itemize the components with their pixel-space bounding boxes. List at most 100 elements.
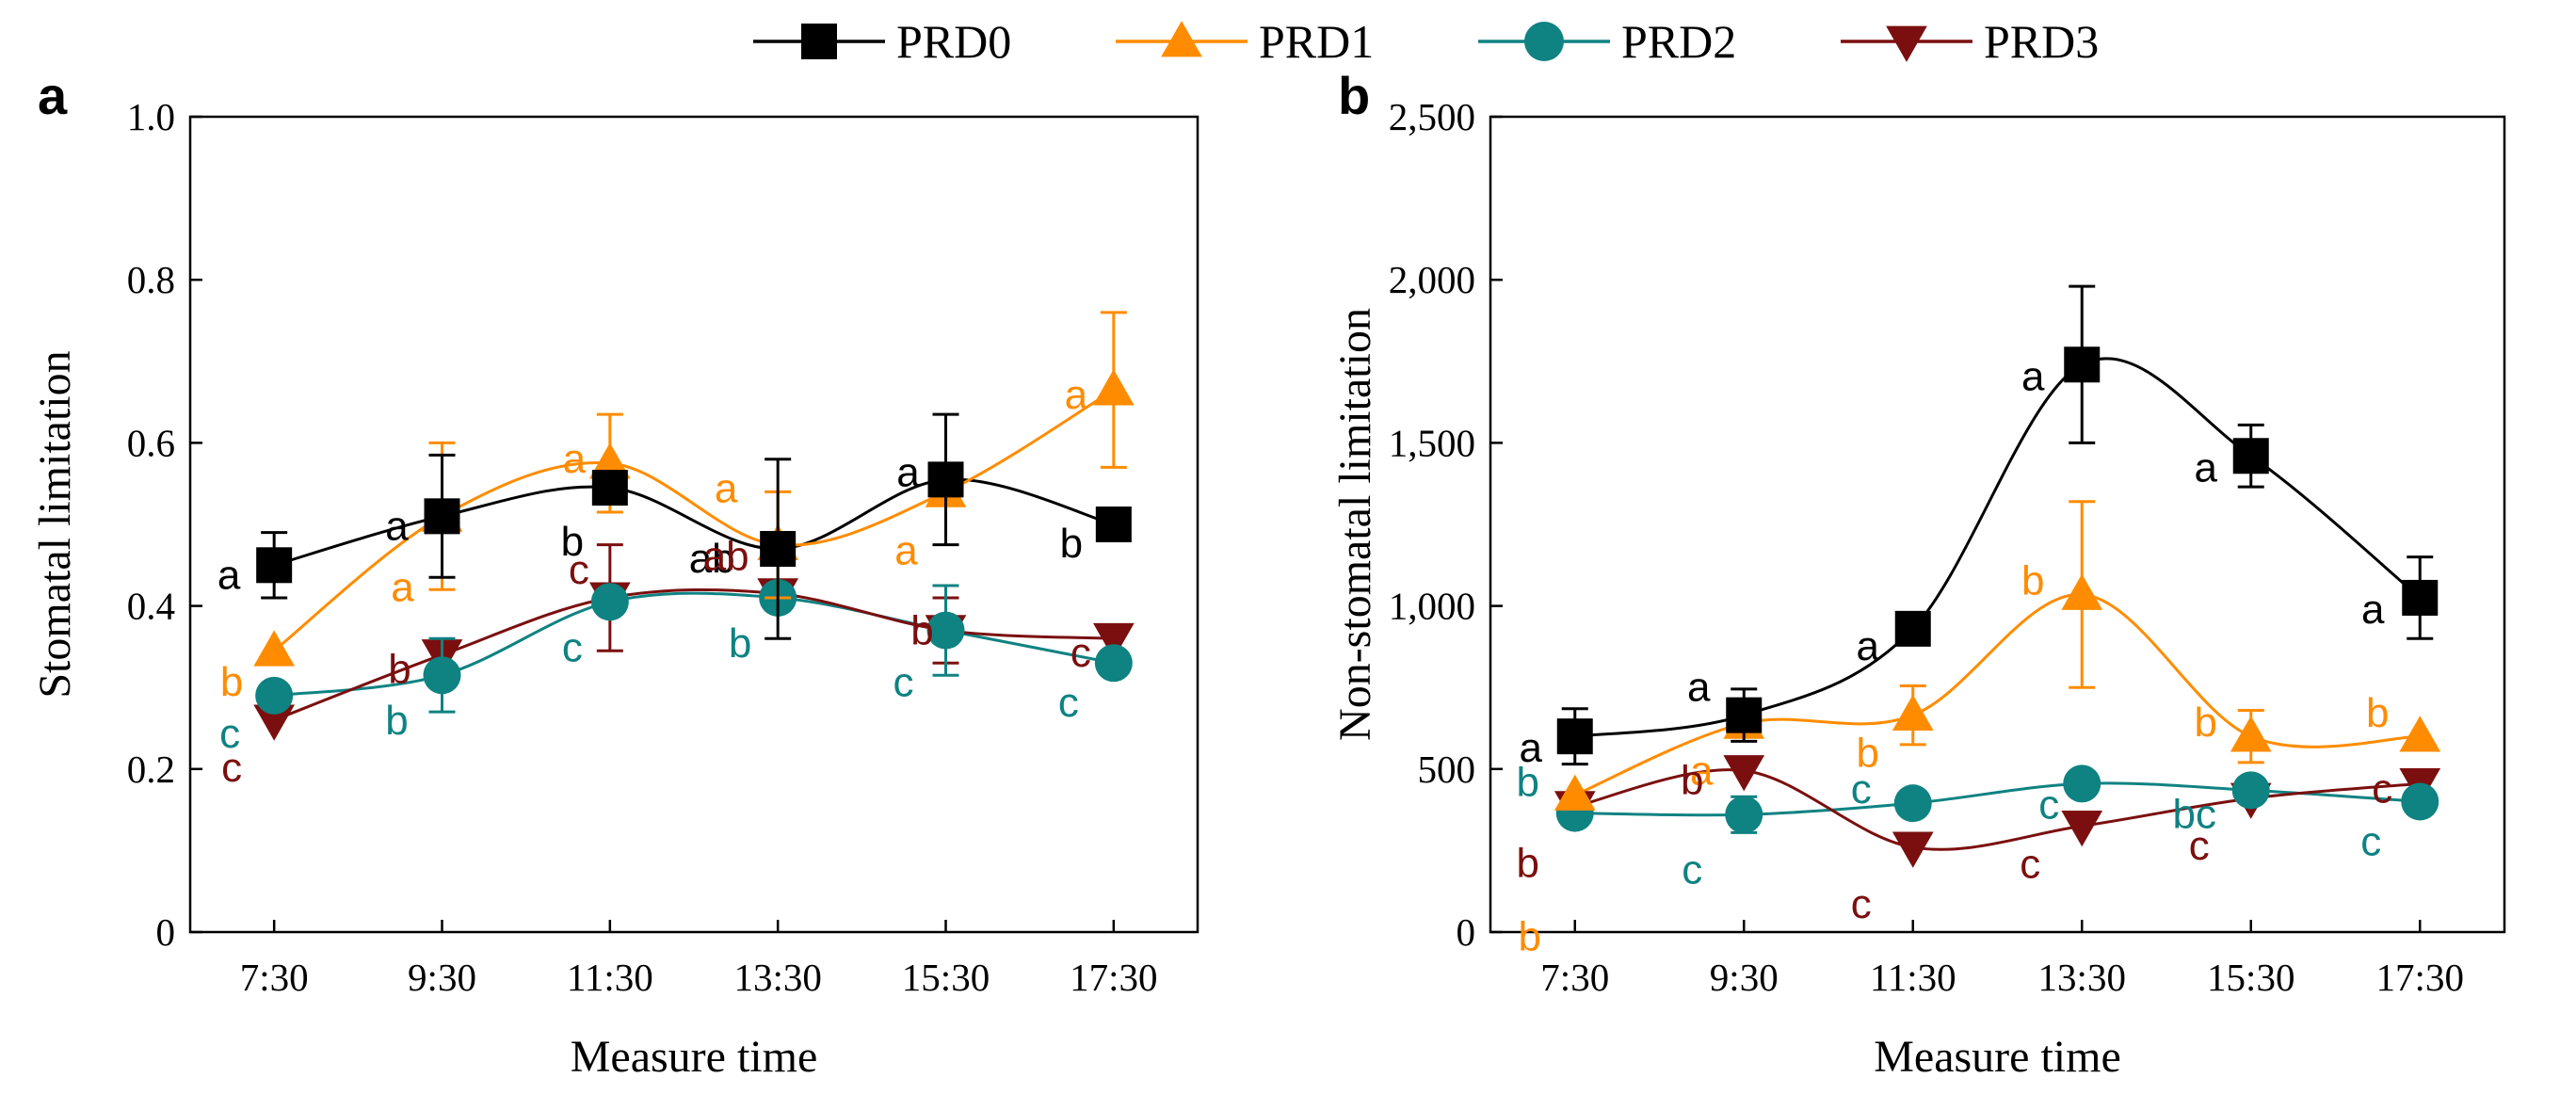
legend-marker-square (801, 24, 837, 59)
significance-letter: c (221, 745, 242, 791)
legend-item-prd3: PRD3 (1841, 15, 2099, 68)
series-line-prd2 (273, 591, 1115, 698)
series-line-prd1 (273, 388, 1115, 652)
significance-letter: b (1517, 760, 1539, 806)
y-tick-label: 1.0 (127, 95, 175, 138)
significance-letter: a (385, 503, 409, 549)
series-line-prd3 (273, 587, 1114, 722)
x-tick-label: 9:30 (1710, 956, 1779, 999)
data-point-prd3 (1892, 831, 1934, 868)
data-point-prd0 (1095, 507, 1132, 542)
significance-letter: a (217, 552, 241, 598)
y-tick-label: 1,000 (1389, 585, 1475, 628)
data-point-prd0 (927, 461, 964, 498)
legend-item-prd0: PRD0 (753, 15, 1011, 68)
x-tick-label: 9:30 (408, 956, 476, 999)
significance-letter: b (1517, 841, 1539, 887)
legend-label: PRD2 (1621, 15, 1736, 68)
significance-letter: a (1065, 372, 1088, 418)
significance-letter: a (894, 527, 918, 573)
data-point-prd0 (1556, 718, 1593, 755)
data-point-prd1 (2399, 716, 2441, 752)
significance-letter: c (2189, 823, 2210, 869)
series-line-prd3 (1574, 768, 2421, 851)
significance-letter: a (2021, 353, 2045, 399)
legend-item-prd1: PRD1 (1116, 15, 1374, 68)
data-point-prd2 (1893, 784, 1932, 823)
significance-letter: a (391, 564, 414, 610)
panel-a: 0 0.2 0.4 0.6 0.8 1.0 7:30 9:30 11:30 13:30 15:30 1… (30, 66, 1199, 1082)
significance-letter: b (2195, 700, 2217, 746)
series-prd1 (253, 311, 1135, 667)
data-point-prd1 (2061, 573, 2103, 610)
significance-letter: c (2372, 765, 2392, 812)
data-point-prd2 (2231, 771, 2270, 810)
significance-letter: b (388, 647, 411, 693)
y-axis-title: Non-stomatal limitation (1330, 308, 1380, 741)
significance-letter: b (220, 659, 243, 705)
x-tick-label: 17:30 (1070, 956, 1157, 999)
significance-letter: ab (703, 534, 749, 580)
data-point-prd0 (591, 470, 628, 507)
significance-letter: a (563, 436, 587, 482)
series-prd1 (1554, 500, 2441, 811)
significance-letter: b (910, 608, 933, 654)
data-point-prd0 (1894, 610, 1931, 647)
x-tick-label: 13:30 (733, 956, 821, 999)
data-point-prd1 (1092, 369, 1135, 406)
significance-letter: b (2366, 690, 2389, 736)
data-point-prd1 (588, 442, 631, 479)
significance-letter: b (2021, 557, 2044, 603)
data-point-prd2 (1094, 644, 1133, 683)
significance-letter: c (1851, 881, 1872, 927)
significance-letter: b (385, 698, 408, 744)
significance-letter: c (569, 547, 589, 593)
data-point-prd0 (1726, 697, 1763, 733)
data-point-prd3 (2061, 811, 2103, 847)
series-prd2 (255, 578, 1133, 715)
series-prd0 (1556, 284, 2439, 766)
y-tick-label: 2,000 (1389, 258, 1475, 301)
significance-letter: c (2020, 841, 2040, 887)
y-tick-label: 0 (156, 910, 176, 954)
data-point-prd0 (2232, 438, 2269, 475)
data-point-prd2 (2401, 782, 2439, 821)
legend-marker-triangle-up (1161, 21, 1202, 57)
data-point-prd3 (1723, 755, 1765, 792)
significance-letter: a (2195, 444, 2218, 491)
x-tick-label: 13:30 (2038, 956, 2126, 999)
significance-letter: b (1681, 758, 1703, 804)
data-point-prd2 (1725, 796, 1763, 834)
series-prd2 (1555, 764, 2439, 834)
plot-frame (188, 115, 1199, 934)
data-point-prd2 (2063, 764, 2101, 803)
significance-letter: bc (2173, 791, 2216, 837)
significance-letter: a (896, 449, 920, 495)
significance-letter: a (715, 466, 738, 512)
legend: PRD0 PRD1 PRD2 PRD3 (753, 15, 2099, 68)
y-tick-label: 0.8 (127, 258, 175, 301)
x-tick-label: 7:30 (1540, 956, 1609, 999)
x-axis-title: Measure time (571, 1032, 818, 1082)
data-point-prd1 (253, 630, 296, 667)
significance-letter: c (2360, 818, 2381, 864)
data-point-prd3 (1092, 622, 1135, 660)
x-tick-label: 11:30 (1870, 956, 1956, 999)
series-prd0 (256, 412, 1132, 640)
significance-letter: c (2038, 781, 2059, 828)
significance-letter: c (1071, 630, 1091, 676)
significance-letter: c (219, 711, 240, 757)
significance-letter: c (894, 660, 914, 706)
data-point-prd0 (2064, 346, 2101, 383)
data-point-prd1 (1554, 774, 1596, 811)
y-tick-label: 500 (1418, 748, 1476, 791)
data-point-prd2 (590, 583, 629, 621)
y-tick-label: 0.2 (127, 748, 175, 791)
significance-letter: a (1520, 725, 1543, 771)
legend-item-prd2: PRD2 (1478, 15, 1736, 68)
y-tick-label: 1,500 (1389, 421, 1475, 464)
data-point-prd0 (2402, 579, 2439, 616)
data-point-prd1 (1892, 694, 1934, 732)
y-axis-title: Stomatal limitation (30, 350, 80, 698)
